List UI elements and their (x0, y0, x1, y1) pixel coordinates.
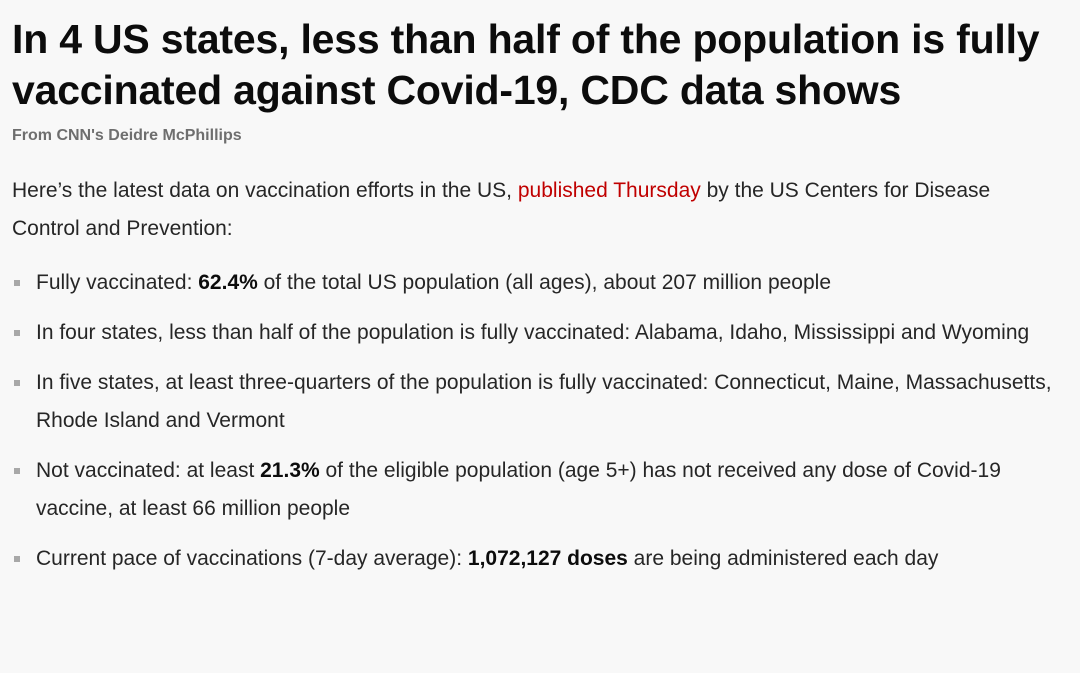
square-bullet-icon (14, 380, 20, 386)
fact-text-before: Current pace of vaccinations (7-day aver… (36, 547, 468, 570)
fact-item-five-states: In five states, at least three-quarters … (12, 364, 1060, 440)
published-thursday-link[interactable]: published Thursday (517, 179, 701, 202)
byline: From CNN's Deidre McPhillips (12, 127, 242, 144)
fact-item-fully-vaccinated: Fully vaccinated: 62.4% of the total US … (12, 264, 1060, 302)
fact-item-vaccination-pace: Current pace of vaccinations (7-day aver… (12, 540, 1060, 578)
fact-item-not-vaccinated: Not vaccinated: at least 21.3% of the el… (12, 452, 1060, 528)
headline: In 4 US states, less than half of the po… (12, 16, 1040, 113)
square-bullet-icon (14, 556, 20, 562)
fact-text-after: of the eligible population (age 5+) has … (36, 459, 1001, 520)
square-bullet-icon (14, 468, 20, 474)
fact-text-after: are being administered each day (627, 547, 939, 570)
intro-paragraph: Here’s the latest data on vaccination ef… (12, 172, 1060, 248)
fact-item-four-states: In four states, less than half of the po… (12, 314, 1060, 352)
intro-text-before: Here’s the latest data on vaccination ef… (12, 179, 518, 202)
facts-list: Fully vaccinated: 62.4% of the total US … (12, 264, 1060, 578)
fact-highlight: 1,072,127 doses (467, 547, 628, 570)
fact-text-after: of the total US population (all ages), a… (257, 271, 832, 294)
fact-text-before: Not vaccinated: at least (36, 459, 261, 482)
fact-highlight: 62.4% (198, 271, 258, 294)
intro-text-after: by the US Centers for Disease Control an… (12, 179, 991, 240)
square-bullet-icon (14, 280, 20, 286)
square-bullet-icon (14, 330, 20, 336)
fact-text-before: In five states, at least three-quarters … (36, 371, 1052, 432)
fact-highlight: 21.3% (260, 459, 320, 482)
fact-text-before: In four states, less than half of the po… (36, 321, 1030, 344)
fact-text-before: Fully vaccinated: (36, 271, 199, 294)
